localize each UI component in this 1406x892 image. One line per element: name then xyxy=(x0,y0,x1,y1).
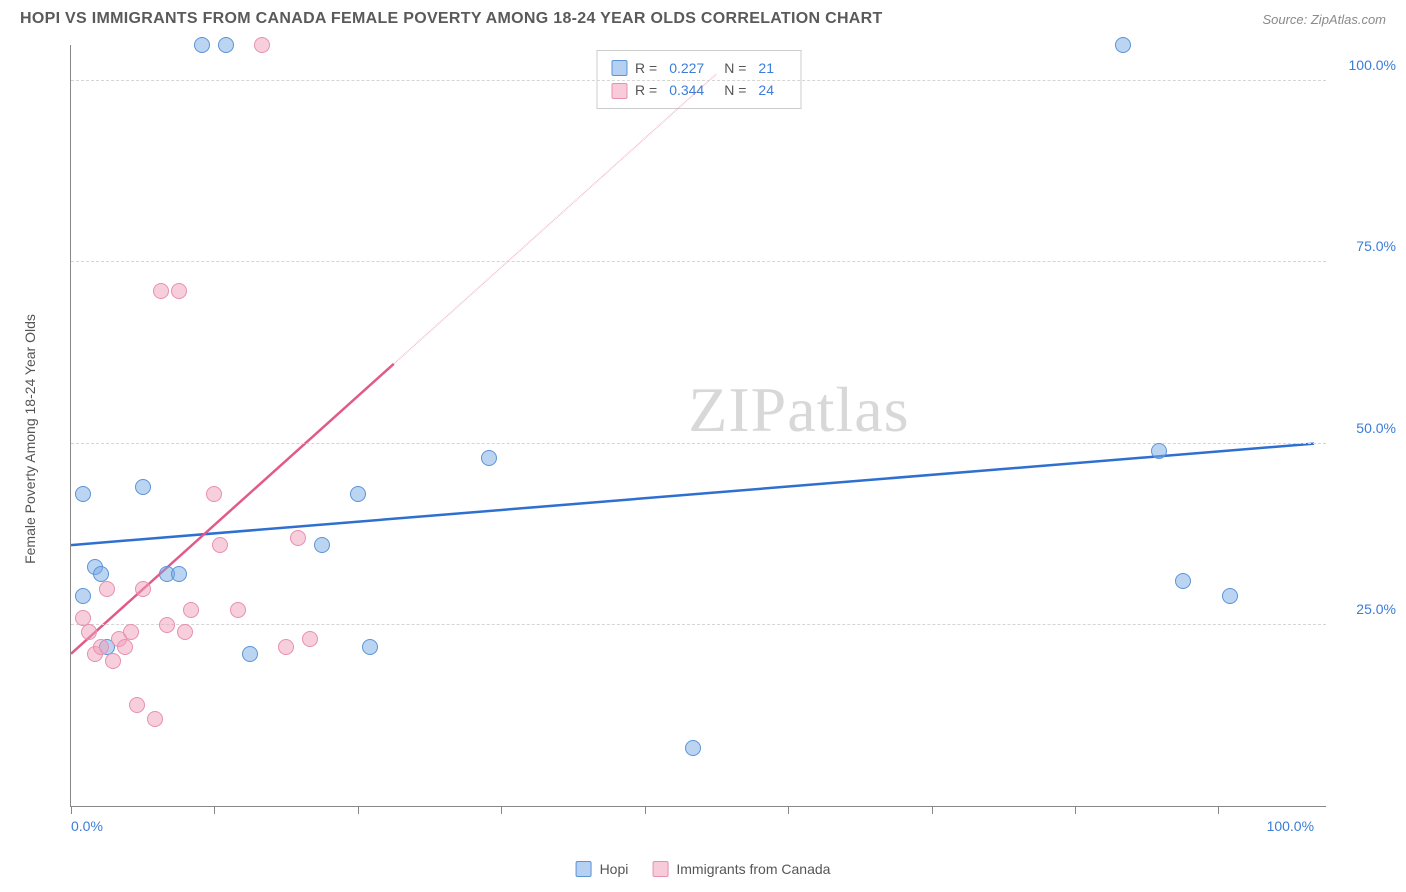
n-value-canada: 24 xyxy=(758,79,774,101)
y-tick-label: 100.0% xyxy=(1336,57,1396,73)
x-tick xyxy=(214,806,215,814)
x-tick xyxy=(932,806,933,814)
data-point xyxy=(75,588,91,604)
trend-lines xyxy=(71,45,1326,806)
data-point xyxy=(685,740,701,756)
data-point xyxy=(1151,443,1167,459)
swatch-blue-icon xyxy=(576,861,592,877)
stats-row-hopi: R = 0.227 N = 21 xyxy=(611,57,786,79)
data-point xyxy=(230,602,246,618)
chart-container: Female Poverty Among 18-24 Year Olds ZIP… xyxy=(50,45,1326,832)
data-point xyxy=(93,639,109,655)
x-tick xyxy=(1075,806,1076,814)
grid-line xyxy=(71,80,1326,81)
data-point xyxy=(177,624,193,640)
data-point xyxy=(105,653,121,669)
r-value-canada: 0.344 xyxy=(669,79,704,101)
x-tick xyxy=(645,806,646,814)
legend-item-hopi: Hopi xyxy=(576,861,629,877)
swatch-blue-icon xyxy=(611,60,627,76)
data-point xyxy=(183,602,199,618)
x-tick xyxy=(788,806,789,814)
data-point xyxy=(481,450,497,466)
chart-title: HOPI VS IMMIGRANTS FROM CANADA FEMALE PO… xyxy=(20,10,883,28)
y-tick-label: 25.0% xyxy=(1336,601,1396,617)
grid-line xyxy=(71,443,1326,444)
plot-area: ZIPatlas R = 0.227 N = 21 R = 0.344 N = … xyxy=(70,45,1326,807)
series-legend: Hopi Immigrants from Canada xyxy=(576,861,831,877)
n-value-hopi: 21 xyxy=(758,57,774,79)
y-tick-label: 75.0% xyxy=(1336,238,1396,254)
r-value-hopi: 0.227 xyxy=(669,57,704,79)
data-point xyxy=(153,283,169,299)
data-point xyxy=(278,639,294,655)
legend-label-canada: Immigrants from Canada xyxy=(676,861,830,877)
data-point xyxy=(290,530,306,546)
watermark: ZIPatlas xyxy=(688,373,909,447)
swatch-pink-icon xyxy=(611,83,627,99)
data-point xyxy=(1175,573,1191,589)
legend-label-hopi: Hopi xyxy=(600,861,629,877)
x-tick xyxy=(1218,806,1219,814)
data-point xyxy=(194,37,210,53)
source-label: Source: ZipAtlas.com xyxy=(1262,12,1386,27)
data-point xyxy=(129,697,145,713)
data-point xyxy=(123,624,139,640)
data-point xyxy=(135,479,151,495)
data-point xyxy=(81,624,97,640)
data-point xyxy=(314,537,330,553)
data-point xyxy=(362,639,378,655)
data-point xyxy=(1222,588,1238,604)
x-tick xyxy=(501,806,502,814)
data-point xyxy=(1115,37,1131,53)
grid-line xyxy=(71,261,1326,262)
data-point xyxy=(350,486,366,502)
data-point xyxy=(206,486,222,502)
stats-row-canada: R = 0.344 N = 24 xyxy=(611,79,786,101)
data-point xyxy=(171,283,187,299)
grid-line xyxy=(71,624,1326,625)
y-axis-label: Female Poverty Among 18-24 Year Olds xyxy=(22,314,38,564)
data-point xyxy=(254,37,270,53)
data-point xyxy=(212,537,228,553)
data-point xyxy=(75,486,91,502)
data-point xyxy=(147,711,163,727)
x-tick-label: 100.0% xyxy=(1267,818,1314,834)
x-tick-label: 0.0% xyxy=(71,818,103,834)
y-tick-label: 50.0% xyxy=(1336,420,1396,436)
x-tick xyxy=(71,806,72,814)
data-point xyxy=(242,646,258,662)
x-tick xyxy=(358,806,359,814)
data-point xyxy=(99,581,115,597)
data-point xyxy=(302,631,318,647)
data-point xyxy=(117,639,133,655)
data-point xyxy=(218,37,234,53)
data-point xyxy=(159,617,175,633)
swatch-pink-icon xyxy=(652,861,668,877)
legend-item-canada: Immigrants from Canada xyxy=(652,861,830,877)
data-point xyxy=(171,566,187,582)
data-point xyxy=(135,581,151,597)
